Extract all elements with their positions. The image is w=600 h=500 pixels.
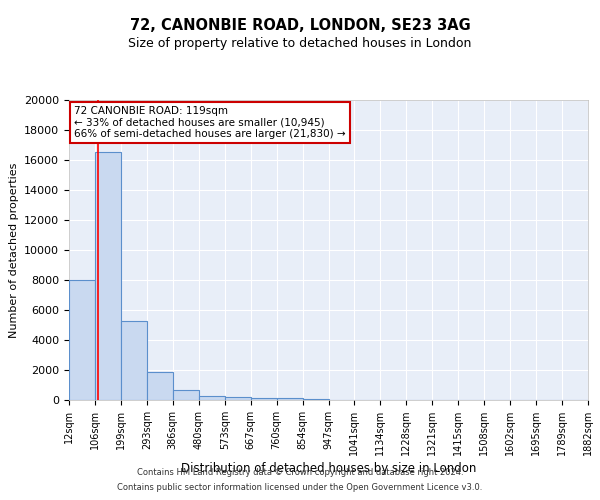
Bar [69, 280, 95, 400]
Bar [225, 397, 251, 400]
Text: 72 CANONBIE ROAD: 119sqm
← 33% of detached houses are smaller (10,945)
66% of se: 72 CANONBIE ROAD: 119sqm ← 33% of detach… [74, 106, 346, 139]
Bar [147, 372, 173, 400]
Text: Size of property relative to detached houses in London: Size of property relative to detached ho… [128, 38, 472, 51]
Text: Contains HM Land Registry data © Crown copyright and database right 2024.: Contains HM Land Registry data © Crown c… [137, 468, 463, 477]
X-axis label: Distribution of detached houses by size in London: Distribution of detached houses by size … [181, 462, 476, 475]
Bar [199, 396, 224, 400]
Bar [277, 398, 302, 400]
Bar [95, 152, 121, 400]
Bar [121, 320, 147, 400]
Text: 72, CANONBIE ROAD, LONDON, SE23 3AG: 72, CANONBIE ROAD, LONDON, SE23 3AG [130, 18, 470, 32]
Bar [173, 390, 199, 400]
Y-axis label: Number of detached properties: Number of detached properties [8, 162, 19, 338]
Text: Contains public sector information licensed under the Open Government Licence v3: Contains public sector information licen… [118, 483, 482, 492]
Bar [302, 398, 329, 400]
Bar [251, 398, 277, 400]
